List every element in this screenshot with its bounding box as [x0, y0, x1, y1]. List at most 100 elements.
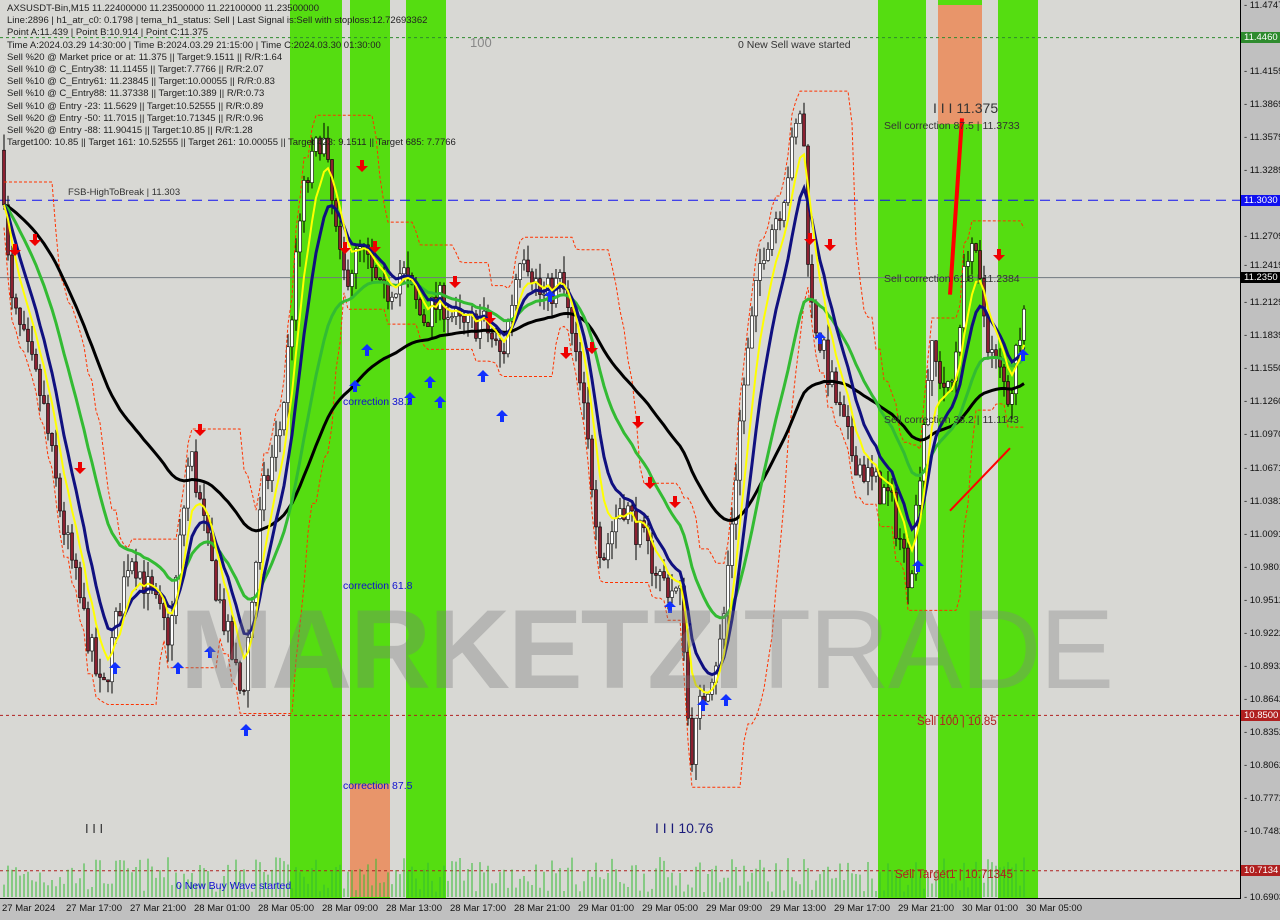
candle-body	[70, 532, 74, 561]
candle-body	[690, 717, 694, 765]
candle-body	[314, 137, 318, 152]
sell-100-label: Sell 100 | 10.85	[917, 716, 997, 728]
sell-arrow-icon	[449, 276, 461, 288]
candle-body	[50, 433, 54, 446]
candle-body	[870, 467, 874, 477]
candle-body	[798, 113, 802, 124]
price-tick-label: - 10.9512	[1244, 594, 1280, 606]
candle-body	[494, 338, 498, 341]
candle-body	[750, 315, 754, 349]
time-tick-label: 28 Mar 05:00	[258, 903, 314, 914]
candle-body	[878, 471, 882, 505]
sell-arrow-icon	[993, 249, 1005, 261]
candle-body	[426, 322, 430, 327]
info-line: Sell %10 @ C_Entry38: 11.11455 || Target…	[7, 64, 264, 76]
candle-body	[242, 690, 246, 692]
info-line: Target100: 10.85 || Target 161: 10.52555…	[7, 137, 456, 149]
time-tick-label: 29 Mar 01:00	[578, 903, 634, 914]
candle-body	[814, 301, 818, 334]
candle-body	[322, 137, 326, 155]
candle-body	[354, 248, 358, 274]
sell-correction-38-label: Sell correction 38.2 | 11.1143	[884, 414, 1019, 426]
candle-body	[850, 426, 854, 457]
candle-body	[230, 621, 234, 660]
buy-arrow-icon	[424, 376, 436, 388]
candle-body	[938, 361, 942, 384]
info-line: Sell %10 @ C_Entry88: 11.37338 || Target…	[7, 88, 265, 100]
candle-body	[94, 637, 98, 675]
candle-body	[2, 149, 6, 206]
candle-body	[858, 464, 862, 476]
time-tick-label: 27 Mar 17:00	[66, 903, 122, 914]
candle-body	[922, 424, 926, 482]
candle-body	[226, 621, 230, 632]
price-tick-label: - 10.9801	[1244, 561, 1280, 573]
candle-body	[966, 261, 970, 267]
candle-body	[722, 613, 726, 640]
candle-body	[738, 420, 742, 481]
buy-arrow-icon	[172, 662, 184, 674]
lower-envelope-line	[3, 227, 1024, 788]
time-tick-label: 27 Mar 21:00	[130, 903, 186, 914]
candle-body	[338, 225, 342, 250]
candle-body	[502, 351, 506, 355]
sell-arrow-icon	[339, 242, 351, 254]
watermark: MARKETZITRADE	[180, 594, 1114, 706]
candle-body	[474, 313, 478, 339]
candle-body	[326, 137, 330, 160]
orange-zone	[938, 5, 982, 125]
info-line: Sell %20 @ Market price or at: 11.375 ||…	[7, 51, 283, 63]
candle-body	[742, 384, 746, 422]
time-tick-label: 30 Mar 05:00	[1026, 903, 1082, 914]
candle-body	[958, 327, 962, 353]
buy-arrow-icon	[434, 396, 446, 408]
candle-body	[430, 297, 434, 327]
price-chart	[0, 0, 1240, 898]
buy-arrow-icon	[240, 724, 252, 736]
watermark-bold: MARKETZI	[180, 587, 745, 712]
candle-body	[578, 351, 582, 384]
time-tick-label: 30 Mar 01:00	[962, 903, 1018, 914]
sell-arrow-icon	[644, 477, 656, 489]
candle-body	[838, 402, 842, 405]
candle-body	[418, 299, 422, 316]
candle-body	[758, 263, 762, 281]
chart-plot-area[interactable]: AXSUSDT-Bin,M15 11.22400000 11.23500000 …	[0, 0, 1241, 899]
price-tick-label: - 11.4747	[1244, 0, 1280, 11]
candle-body	[778, 218, 782, 221]
candle-body	[278, 429, 282, 437]
time-tick-label: 29 Mar 09:00	[706, 903, 762, 914]
candle-body	[610, 531, 614, 545]
fsb-label: FSB-HighToBreak | 11.303	[68, 187, 181, 198]
candle-body	[602, 557, 606, 561]
candle-body	[26, 328, 30, 342]
candle-body	[590, 438, 594, 491]
candle-body	[790, 136, 794, 179]
candle-body	[270, 456, 274, 481]
sell-arrow-icon	[356, 160, 368, 172]
candle-body	[234, 658, 238, 664]
sell-arrow-icon	[804, 233, 816, 245]
candle-body	[286, 346, 290, 403]
price-tick-label: - 11.2129	[1244, 297, 1280, 309]
price-tick-label: - 10.6903	[1244, 891, 1280, 903]
candle-body	[218, 599, 222, 602]
low-point-label: I I I 10.76	[655, 820, 714, 836]
candle-body	[934, 340, 938, 362]
price-tick-label: - 11.1839	[1244, 330, 1280, 342]
info-line: Sell %20 @ Entry -50: 11.7015 || Target:…	[7, 112, 264, 124]
info-line: Point A:11.439 | Point B:10.914 | Point …	[7, 27, 209, 39]
candle-body	[822, 339, 826, 351]
candle-body	[658, 571, 662, 576]
candle-body	[358, 246, 362, 249]
candle-body	[498, 340, 502, 352]
info-line: Line:2896 | h1_atr_c0: 0.1798 | tema_h1_…	[7, 15, 428, 27]
price-tick-label: - 10.8352	[1244, 726, 1280, 738]
price-tick-label: - 11.4159	[1244, 66, 1280, 78]
candle-body	[970, 243, 974, 262]
candle-body	[654, 573, 658, 576]
candle-body	[802, 113, 806, 147]
candle-body	[894, 491, 898, 539]
candle-body	[906, 547, 910, 588]
candle-body	[266, 475, 270, 481]
